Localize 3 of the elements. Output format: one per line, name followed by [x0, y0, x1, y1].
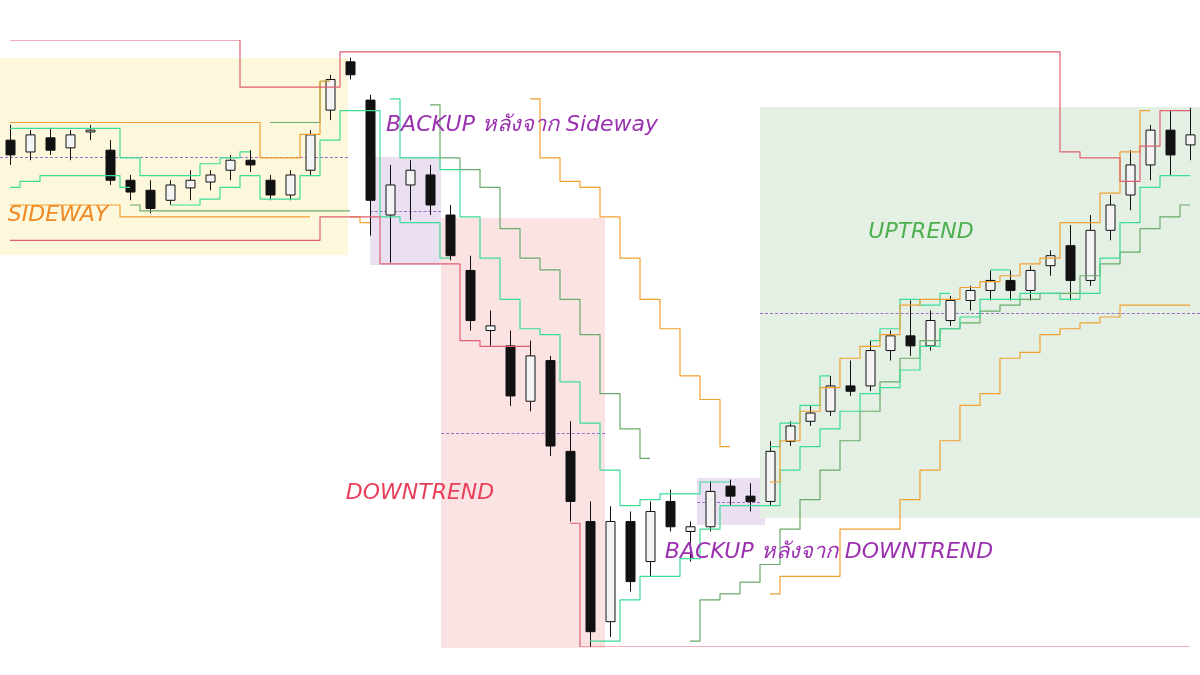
annotation: DOWNTREND [345, 478, 495, 504]
annotation: SIDEWAY [7, 200, 110, 226]
annotation: UPTREND [868, 217, 974, 243]
